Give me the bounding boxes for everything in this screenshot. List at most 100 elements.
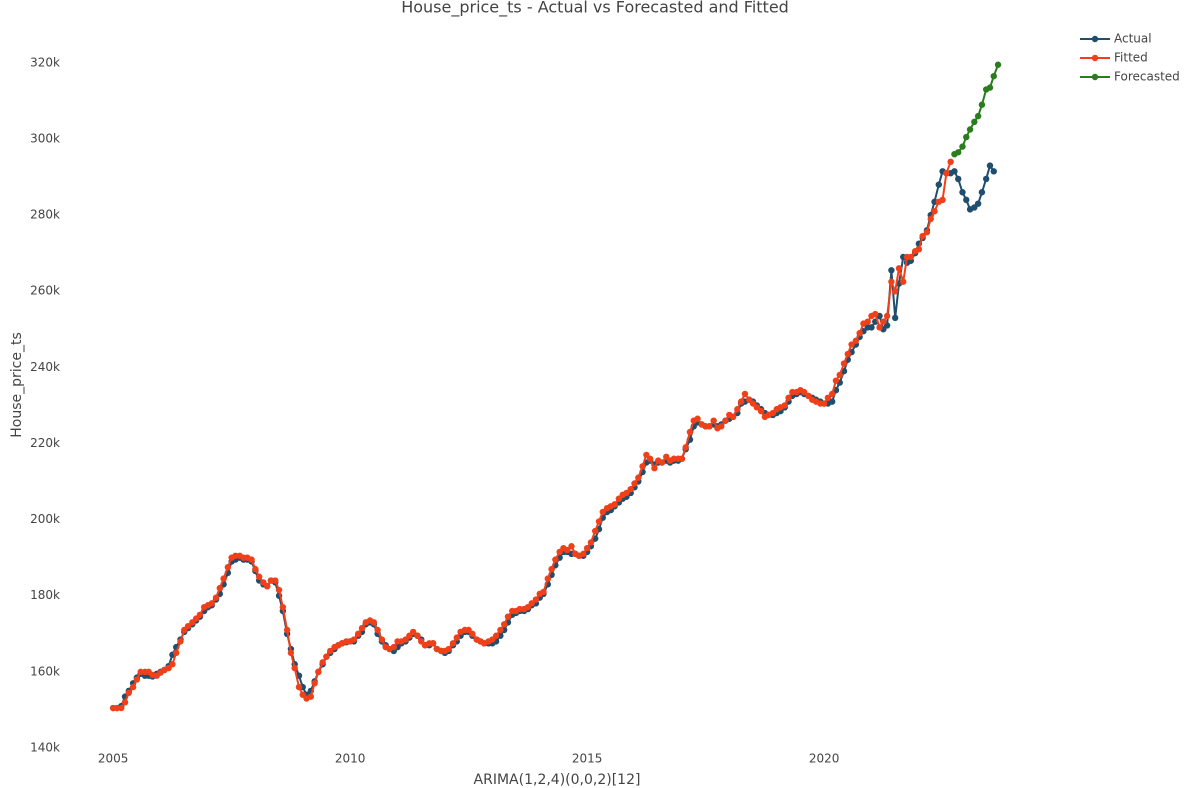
point [682,444,689,451]
x-tick-label: 2020 [809,752,840,766]
point [828,390,836,398]
point [737,398,745,405]
point [449,640,457,647]
point [864,318,871,325]
legend-marker [1091,54,1099,62]
legend-marker [1091,35,1099,43]
point [900,278,907,285]
point [915,246,923,253]
point [264,583,271,590]
point [927,215,934,223]
point [978,101,986,108]
point [978,189,986,196]
point [587,539,595,546]
point [196,611,204,618]
point [583,544,591,552]
point [279,603,287,611]
point [133,676,141,683]
point [646,455,654,462]
point [990,168,997,175]
y-tick-label: 220k [30,436,60,450]
point [974,112,982,120]
point [544,575,551,582]
point [872,310,879,318]
point [919,232,926,240]
point [275,586,283,594]
point [935,181,942,188]
series-line [113,163,995,710]
point [500,621,508,628]
point [947,158,954,166]
point [169,661,176,668]
point [994,61,1002,68]
legend-label: Actual [1114,32,1152,46]
point [734,406,741,413]
point [445,645,452,653]
point [350,636,358,643]
point [658,459,666,466]
point [757,407,765,415]
point [888,267,895,274]
point [631,480,638,487]
x-tick-label: 2005 [98,752,129,766]
point [785,394,792,402]
point [820,400,828,407]
point [121,699,129,706]
point [611,501,618,508]
point [177,638,184,645]
point [287,649,295,657]
point [272,577,279,584]
point [125,689,133,697]
point [129,683,137,691]
point [532,596,540,603]
series-line [113,161,952,710]
legend-label: Forecasted [1114,70,1180,84]
point [311,680,318,687]
y-tick-label: 200k [30,512,60,526]
y-tick-label: 180k [30,588,60,602]
point [315,668,322,676]
point [323,653,330,660]
point [627,485,634,493]
point [856,329,863,337]
point [564,546,571,554]
point [971,118,978,126]
point [828,398,836,405]
point [840,360,848,367]
point [959,143,966,150]
point [895,265,903,272]
y-tick-label: 300k [30,131,60,145]
point [639,463,646,470]
point [374,626,381,634]
point [844,350,851,358]
point [414,632,421,639]
point [540,588,547,596]
point [118,704,125,712]
point [883,312,891,320]
point [307,693,315,700]
point [595,518,603,525]
point [848,341,855,348]
point [295,683,303,691]
point [986,84,994,91]
point [504,613,512,620]
point [868,324,875,331]
y-axis-title: House_price_ts [9,332,25,438]
x-tick-label: 2010 [335,752,366,766]
point [224,563,232,571]
point [212,594,220,601]
point [955,175,962,183]
point [686,428,694,436]
point [283,626,291,634]
point [852,337,860,344]
point [568,543,575,550]
point [891,314,899,322]
y-tick-label: 260k [30,284,60,298]
point [429,640,437,647]
point [836,371,843,379]
point [923,229,931,236]
point [694,415,701,422]
point [907,253,915,261]
point [880,318,887,325]
